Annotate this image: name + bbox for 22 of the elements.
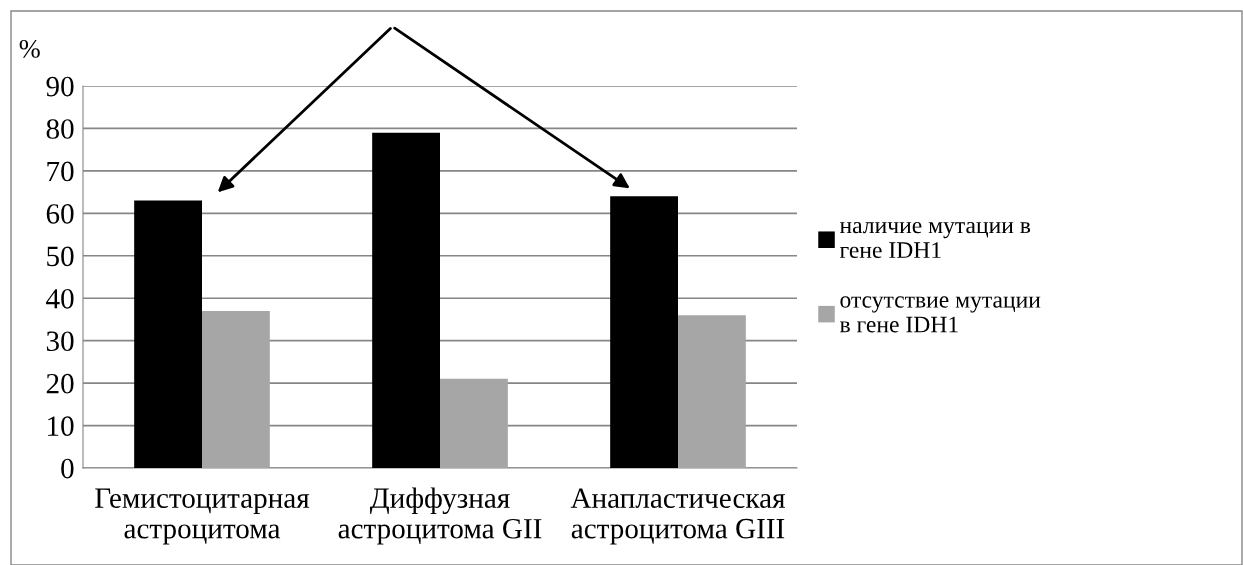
y-tick-label: 10: [48, 416, 74, 436]
bar: [440, 378, 508, 468]
y-tick-label: 20: [46, 373, 74, 394]
y-tick-label: 70: [47, 161, 74, 182]
y-tick-label: 60: [46, 204, 74, 224]
y-tick-label: 30: [46, 331, 74, 352]
bar: [678, 315, 746, 468]
y-tick-label: 90: [46, 76, 74, 97]
y-tick-label: 40: [46, 288, 74, 309]
y-tick-label: 50: [47, 246, 74, 267]
bar: [610, 196, 678, 468]
y-axis-title: %: [19, 39, 40, 58]
y-tick-label: 80: [46, 119, 74, 139]
x-tick-label: Гемистоцитарная астроцитома: [95, 488, 310, 545]
x-tick-label: Диффузная астроцитома GII: [338, 487, 542, 545]
legend-label: отсутствие мутации в гене IDH1: [839, 296, 1041, 333]
bar: [372, 132, 440, 468]
legend-label: наличие мутации в гене IDH1: [839, 221, 1031, 259]
bar: [202, 310, 270, 468]
y-tick-label: 0: [61, 458, 74, 479]
x-tick-label: Анапластическая астроцитома GIII: [570, 488, 785, 545]
bar: [134, 200, 202, 468]
